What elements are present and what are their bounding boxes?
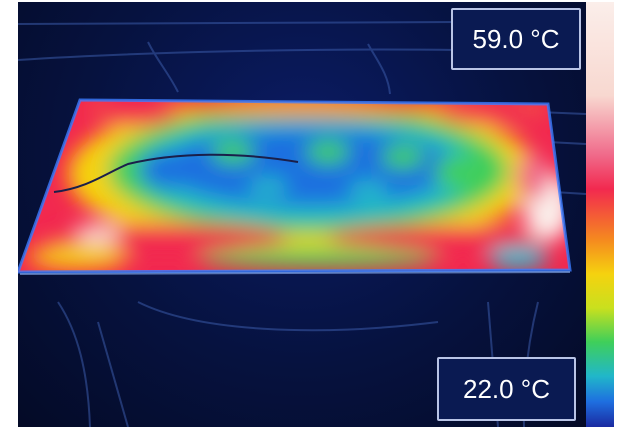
- temperature-gradient: [586, 2, 614, 427]
- max-temperature-label: 59.0 °C: [451, 8, 581, 70]
- max-temperature-value: 59.0 °C: [472, 23, 560, 54]
- min-temperature-value: 22.0 °C: [462, 373, 550, 404]
- table-edge-outline: [18, 98, 572, 274]
- table-top-heatmap: [18, 100, 570, 272]
- temperature-scale-bar: [586, 2, 614, 427]
- background-structures: [18, 21, 586, 427]
- min-temperature-label: 22.0 °C: [437, 357, 576, 421]
- thermal-image: [18, 2, 586, 427]
- thermal-scene: [18, 21, 586, 427]
